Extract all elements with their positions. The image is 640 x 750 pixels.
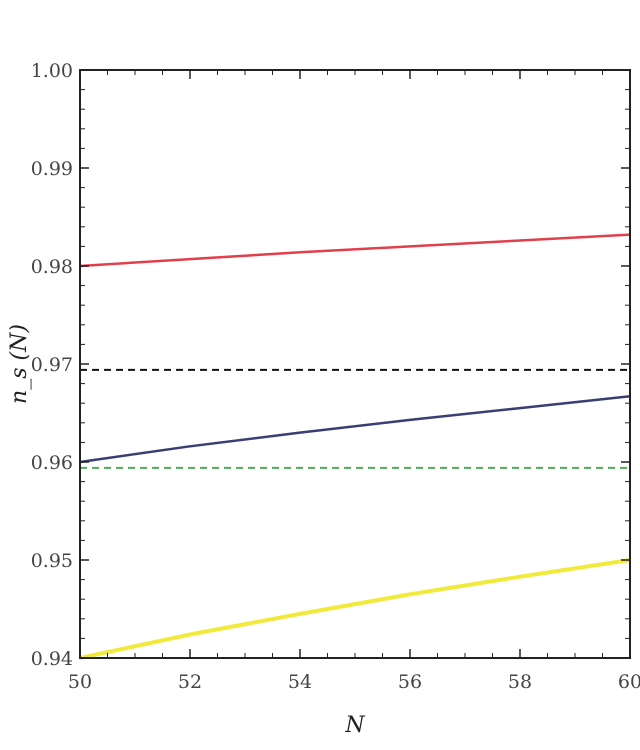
tick-layer: 50 52 54 56 58 60 0.94 0.95 0.96 0.97 0.98 0.99 1.00 — [31, 60, 640, 693]
y-axis-title: n_s (N) — [7, 324, 32, 404]
y-tick-label: 0.99 — [31, 158, 73, 180]
plot-frame — [79, 69, 631, 659]
series-line-3 — [79, 558, 631, 660]
x-tick-label: 54 — [288, 671, 312, 693]
y-tick-label: 0.96 — [31, 452, 73, 474]
x-tick-label: 60 — [618, 671, 640, 693]
y-tick-label: 0.98 — [31, 256, 73, 278]
series-layer — [79, 233, 631, 660]
y-tick-label: 0.97 — [31, 354, 73, 376]
x-tick-label: 58 — [508, 671, 532, 693]
series-line-2 — [79, 395, 631, 464]
x-tick-label: 56 — [398, 671, 422, 693]
y-tick-label: 1.00 — [31, 60, 73, 82]
x-tick-label: 52 — [178, 671, 202, 693]
series-line-1 — [79, 233, 631, 268]
y-tick-label: 0.95 — [31, 550, 73, 572]
x-axis-title: N — [344, 713, 365, 738]
y-tick-label: 0.94 — [31, 648, 73, 670]
x-tick-label: 50 — [68, 671, 92, 693]
